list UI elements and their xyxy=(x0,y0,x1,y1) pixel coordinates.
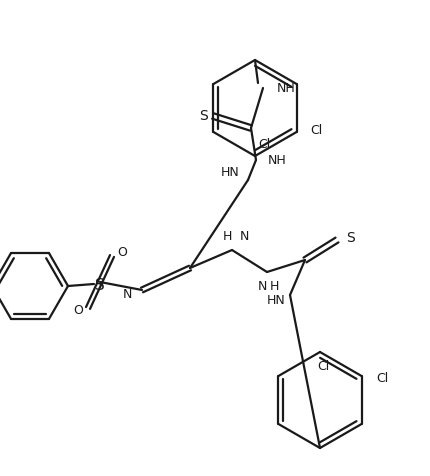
Text: Cl: Cl xyxy=(377,373,389,386)
Text: N: N xyxy=(240,229,249,242)
Text: Cl: Cl xyxy=(317,359,329,373)
Text: HN: HN xyxy=(267,294,286,307)
Text: H: H xyxy=(222,229,232,242)
Text: N: N xyxy=(257,279,267,292)
Text: O: O xyxy=(117,247,127,259)
Text: Cl: Cl xyxy=(258,138,270,150)
Text: S: S xyxy=(200,109,209,123)
Text: S: S xyxy=(346,231,355,245)
Text: Cl: Cl xyxy=(310,123,323,137)
Text: H: H xyxy=(269,279,279,292)
Text: HN: HN xyxy=(221,166,240,178)
Text: S: S xyxy=(95,278,105,292)
Text: NH: NH xyxy=(277,81,296,95)
Text: NH: NH xyxy=(268,153,287,167)
Text: N: N xyxy=(123,288,132,301)
Text: O: O xyxy=(73,305,83,317)
